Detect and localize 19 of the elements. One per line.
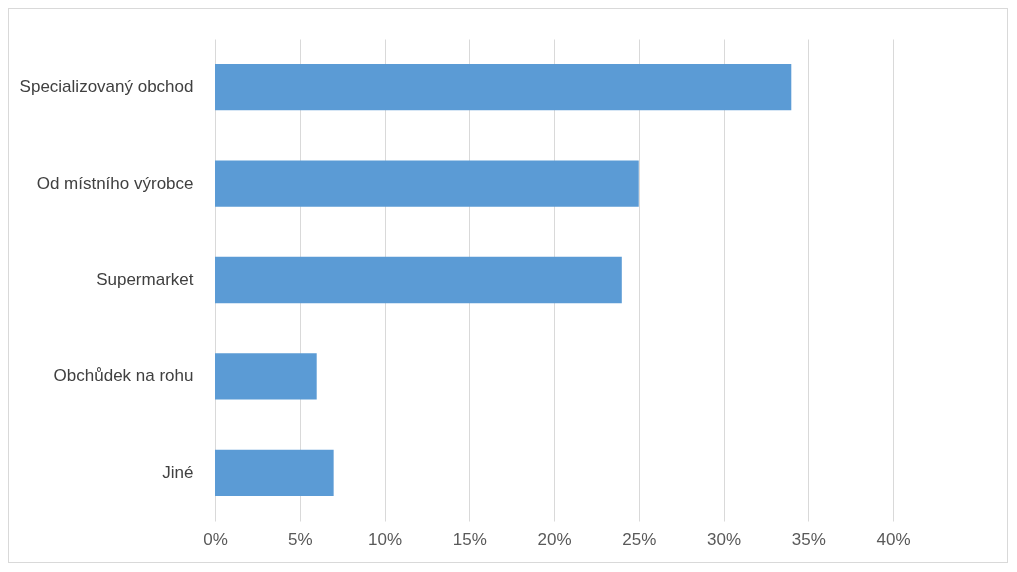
- bar: [215, 256, 622, 304]
- x-tick-label: 30%: [706, 529, 742, 549]
- x-tick-label: 0%: [203, 529, 228, 549]
- y-tick-label: Jiné: [162, 462, 194, 482]
- x-tick-label: 25%: [622, 529, 657, 549]
- y-tick-label: Od místního výrobce: [36, 173, 194, 193]
- x-tick-label: 15%: [452, 529, 487, 549]
- y-tick-label: Specializovaný obchod: [19, 77, 194, 97]
- y-tick-label: Supermarket: [96, 270, 194, 289]
- bar: [215, 353, 317, 400]
- bar: [215, 160, 639, 207]
- x-tick-label: 20%: [537, 529, 572, 549]
- y-tick-label: Obchůdek na rohu: [53, 366, 194, 386]
- bar: [215, 64, 792, 111]
- x-tick-label: 10%: [367, 529, 403, 549]
- x-tick-label: 5%: [287, 529, 313, 549]
- x-tick-label: 35%: [791, 529, 826, 549]
- bar: [215, 449, 334, 496]
- x-tick-label: 40%: [876, 529, 911, 549]
